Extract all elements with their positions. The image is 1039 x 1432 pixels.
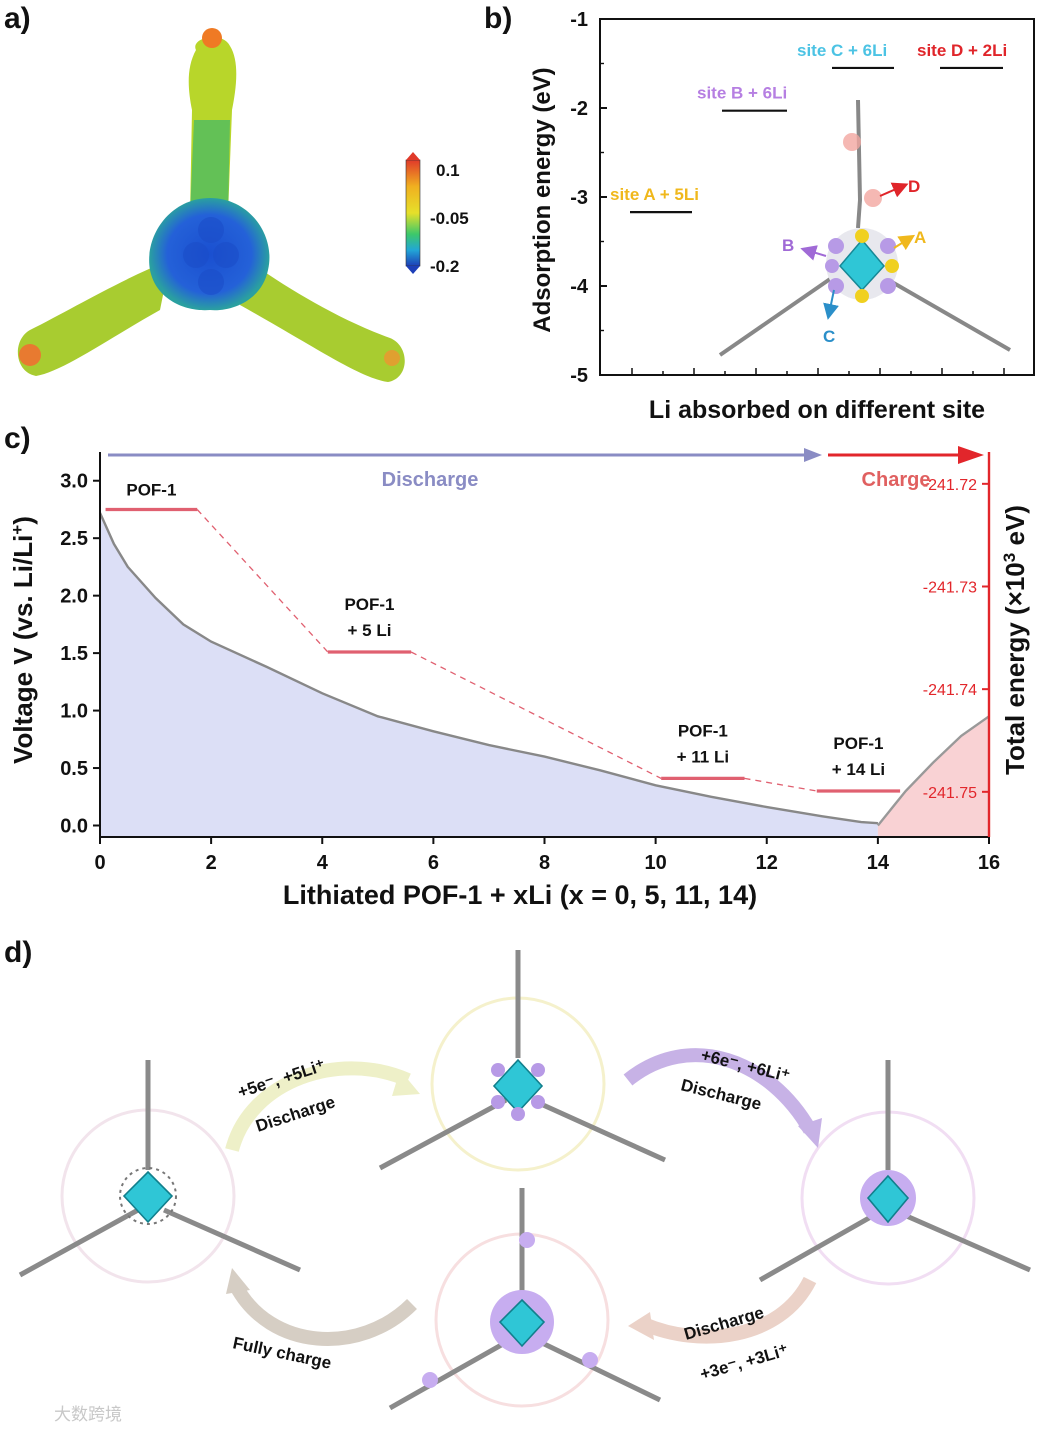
chart-c-x-axis-label: Lithiated POF-1 + xLi (x = 0, 5, 11, 14) [283,880,757,910]
charge-arrowhead [958,446,984,464]
site-marker-d: D [908,177,920,196]
b-level-label-3: site D + 2Li [917,41,1007,60]
energy-connector-dashes [196,509,817,792]
panel-d-label: d) [4,936,32,969]
discharge-curve [98,512,878,825]
state-pof1-11li [758,1060,1032,1286]
chart-b-molecule-inset [718,99,1011,357]
c-ytick-label-3: 1.5 [60,643,88,665]
state-pof1-5li [378,950,667,1172]
colorbar-max-label: 0.1 [436,161,460,180]
c-xtick-label-6: 12 [756,852,778,874]
panel-c-label: c) [4,422,31,455]
c-xtick-label-7: 14 [867,852,890,874]
state-pof1-14li [388,1188,662,1411]
c-energy-level-sublabel-2: + 11 Li [677,747,729,766]
c-xtick-label-8: 16 [978,852,1000,874]
c-energy-level-label-1: POF-1 [344,595,394,614]
charge-area-fill [877,716,989,837]
b-ytick-label-2: -3 [570,187,588,209]
chart-b-y-axis-label: Adsorption energy (eV) [529,67,556,332]
discharge-arrowhead [804,448,822,462]
c-xtick-label-5: 10 [645,852,667,874]
c-ytick-label-2: 1.0 [60,701,88,723]
c-xtick-label-1: 2 [206,852,217,874]
arrow-step3 [641,1276,817,1344]
chart-c-y-axis-label: Voltage V (vs. Li/Li+) [8,516,39,764]
charge-label: Charge [862,469,931,491]
chart-b-x-axis-label: Li absorbed on different site [649,396,985,424]
colorbar-mid-label: -0.05 [430,209,469,228]
b-ytick-label-3: -4 [570,276,589,298]
c-xtick-label-4: 8 [539,852,550,874]
chart-b-adsorption: -1 -2 -3 -4 -5 site A + 5Li site B + 6Li site … [529,9,1035,424]
step3-electrons-label: +3e⁻, +3Li⁺ [698,1341,790,1384]
b-ytick-label-4: -5 [570,365,588,387]
chart-c-y2-axis-label: Total energy (×103 eV) [1000,505,1031,775]
site-marker-c: C [823,327,835,346]
c-y2tick-label-2: -241.74 [923,682,977,699]
b-level-label-0: site A + 5Li [610,185,699,204]
charge-curve [876,715,990,827]
colorbar-min-label: -0.2 [430,257,459,276]
esp-molecule-surface [17,28,405,382]
panel-a-label: a) [4,2,31,35]
state-pof1 [18,1060,302,1284]
c-energy-level-label-2: POF-1 [678,721,728,740]
c-ytick-label-1: 0.5 [60,758,88,780]
chart-c-voltage: POF-1 POF-1 + 5 Li POF-1 + 11 Li POF-1 + 14 Li… [8,446,1031,910]
step2-discharge-label: Discharge [679,1075,763,1113]
arrow-step2 [623,1048,817,1134]
c-xtick-label-3: 6 [428,852,439,874]
c-y2tick-label-3: -241.75 [923,785,977,802]
b-ytick-label-0: -1 [570,9,588,31]
c-y2tick-label-0: -241.72 [923,477,977,494]
arrow-step1 [225,1061,411,1153]
c-xtick-label-0: 0 [94,852,105,874]
c-ytick-label-4: 2.0 [60,586,88,608]
panel-b-label: b) [484,2,512,35]
c-ytick-label-5: 2.5 [60,528,88,550]
b-level-label-1: site B + 6Li [697,84,787,103]
c-ytick-label-0: 0.0 [60,816,88,838]
colorbar: 0.1 -0.05 -0.2 [405,152,469,276]
discharge-label: Discharge [382,469,479,491]
c-ytick-label-6: 3.0 [60,471,88,493]
c-energy-level-sublabel-3: + 14 Li [832,760,885,779]
step2-electrons-label: +6e⁻, +6Li⁺ [699,1045,792,1085]
b-level-label-2: site C + 6Li [797,41,887,60]
c-y2tick-label-1: -241.73 [923,579,977,596]
site-marker-b: B [782,236,794,255]
scheme-d: +5e⁻, +5Li⁺ Discharge +6e⁻, +6Li⁺ Discha… [18,950,1032,1411]
discharge-area-fill [100,512,878,837]
arrow-step4 [229,1282,417,1346]
c-xtick-label-2: 4 [317,852,329,874]
watermark: 大数跨境 [54,1405,122,1424]
c-energy-level-label-0: POF-1 [126,480,176,499]
b-ytick-label-1: -2 [570,98,588,120]
chart-b-site-markers: D A B C [782,177,926,346]
site-marker-a: A [914,228,926,247]
c-energy-level-sublabel-1: + 5 Li [348,621,392,640]
c-energy-level-label-3: POF-1 [833,734,883,753]
